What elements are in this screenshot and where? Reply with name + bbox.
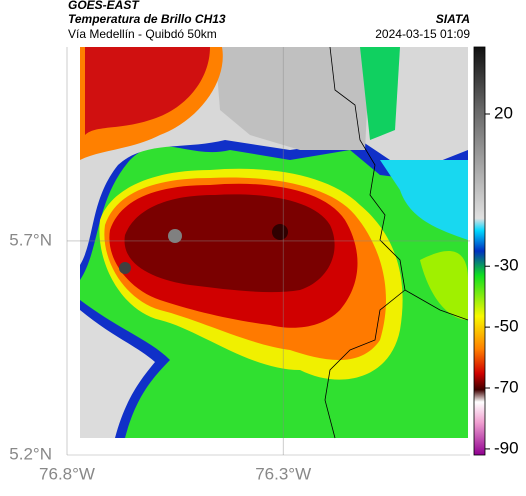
- colorbar: [473, 46, 486, 456]
- y-tick-label: 5.2°N: [9, 444, 52, 463]
- subtitle: Temperatura de Brillo CH13: [68, 12, 226, 26]
- colorbar-tick-label: -50: [494, 317, 519, 336]
- y-tick-label: 5.7°N: [9, 230, 52, 249]
- border: [324, 46, 406, 439]
- title: GOES-EAST: [68, 0, 140, 12]
- region: Vía Medellín - Quibdó 50km: [68, 27, 217, 41]
- source: SIATA: [436, 12, 470, 26]
- border: [404, 289, 469, 321]
- x-tick-label: 76.3°W: [255, 464, 311, 483]
- colorbar-tick-label: -30: [494, 256, 519, 275]
- x-tick-label: 76.8°W: [39, 464, 95, 483]
- colorbar-tick-label: 20: [494, 103, 513, 122]
- colorbar-tick-label: -90: [494, 438, 519, 457]
- imagery: [80, 47, 468, 438]
- timestamp: 2024-03-15 01:09: [375, 27, 470, 41]
- colorbar-tick-label: -70: [494, 377, 519, 396]
